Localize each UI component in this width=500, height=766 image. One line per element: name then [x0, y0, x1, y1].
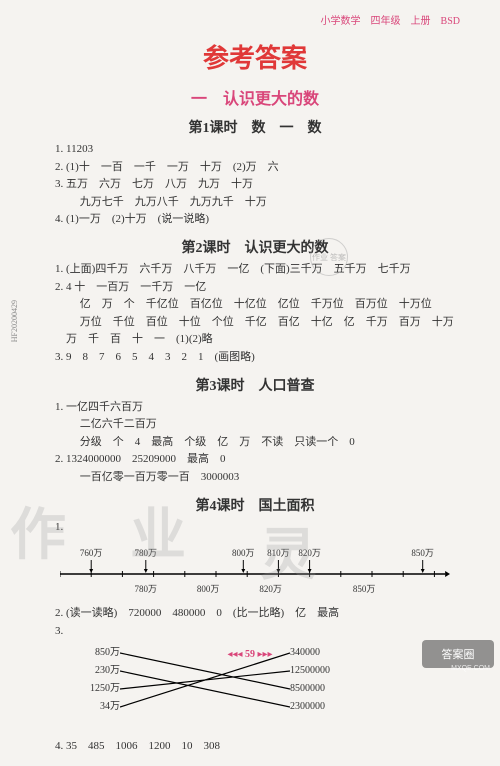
numline-top-label: 810万 [267, 546, 290, 559]
lesson2-title: 第2课时 认识更大的数 [50, 237, 460, 257]
corner-logo-sub: MXQE.COM [451, 665, 490, 672]
q1-label: 1. [55, 519, 460, 537]
answer-line: 1. 11203 [55, 141, 460, 159]
answer-line: 1. (上面)四千万 六千万 八千万 一亿 (下面)三千万 五千万 七千万 [55, 261, 460, 279]
match-left-item: 1250万 [60, 680, 120, 698]
answer-line: 一百亿零一百万零一百 3000003 [66, 469, 460, 487]
watermark-circle: 作业 答案 [310, 238, 348, 276]
sidebar-code: HF20200429 [10, 300, 19, 342]
footer-right-arrows: ▸▸▸ [258, 649, 273, 660]
numline-top-label: 760万 [80, 546, 103, 559]
numline-top-label: 780万 [135, 546, 158, 559]
match-right-item: 8500000 [290, 680, 370, 698]
corner-logo-text: 答案圈 [442, 646, 475, 662]
numline-top-label: 800万 [232, 546, 255, 559]
answer-line: 2. 1324000000 25209000 最高 0 [55, 451, 460, 469]
lesson1-title: 第1课时 数 一 数 [50, 117, 460, 137]
numline-bottom-label: 800万 [197, 582, 220, 595]
answer-line: 九万七千 九万八千 九万九千 十万 [66, 194, 460, 212]
main-title: 参考答案 [50, 38, 460, 75]
footer-left-arrows: ◂◂◂ [227, 649, 242, 660]
match-right-item: 2300000 [290, 698, 370, 716]
answer-line: 3. 五万 六万 七万 八万 九万 十万 [55, 176, 460, 194]
chapter-title: 一 认识更大的数 [50, 85, 460, 109]
numline-bottom-label: 820万 [259, 582, 282, 595]
answer-line: 亿 万 个 千亿位 百亿位 十亿位 亿位 千万位 百万位 十万位 [66, 296, 460, 314]
header-subject: 小学数学 四年级 上册 BSD [321, 12, 460, 27]
match-right-item: 12500000 [290, 662, 370, 680]
answer-line: 二亿六千二百万 [66, 416, 460, 434]
numline-bottom-label: 780万 [135, 582, 158, 595]
numline-bottom-label: 850万 [353, 582, 376, 595]
match-left-item: 230万 [60, 662, 120, 680]
answer-line: 4. (1)一万 (2)十万 (说一说略) [55, 211, 460, 229]
numline-top-label: 820万 [298, 546, 321, 559]
numberline: 760万 780万 800万 810万 820万 850万 780万 800万 820万 850… [60, 546, 450, 601]
answer-line: 2. (读一读略) 720000 480000 0 (比一比略) 亿 最高 [55, 605, 460, 623]
answer-line: 分级 个 4 最高 个级 亿 万 不读 只读一个 0 [66, 434, 460, 452]
answer-line: 万位 千位 百位 十位 个位 千亿 百亿 十亿 亿 千万 百万 十万 万 千 百… [66, 314, 460, 349]
answer-line: 2. 4 十 一百万 一千万 一亿 [55, 279, 460, 297]
answer-line: 2. (1)十 一百 一千 一万 十万 (2)万 六 [55, 159, 460, 177]
lesson3-title: 第3课时 人口普查 [50, 375, 460, 395]
page-number: 59 [245, 649, 255, 660]
answer-line: 1. 一亿四千六百万 [55, 399, 460, 417]
lesson4-title: 第4课时 国土面积 [50, 495, 460, 515]
corner-logo: 答案圈 [422, 640, 494, 668]
numline-top-label: 850万 [411, 546, 434, 559]
q3-label: 3. [55, 623, 460, 641]
answer-line: 3. 9 8 7 6 5 4 3 2 1 (画图略) [55, 349, 460, 367]
answer-line: 4. 35 485 1006 1200 10 308 [55, 738, 460, 756]
match-left-item: 34万 [60, 698, 120, 716]
